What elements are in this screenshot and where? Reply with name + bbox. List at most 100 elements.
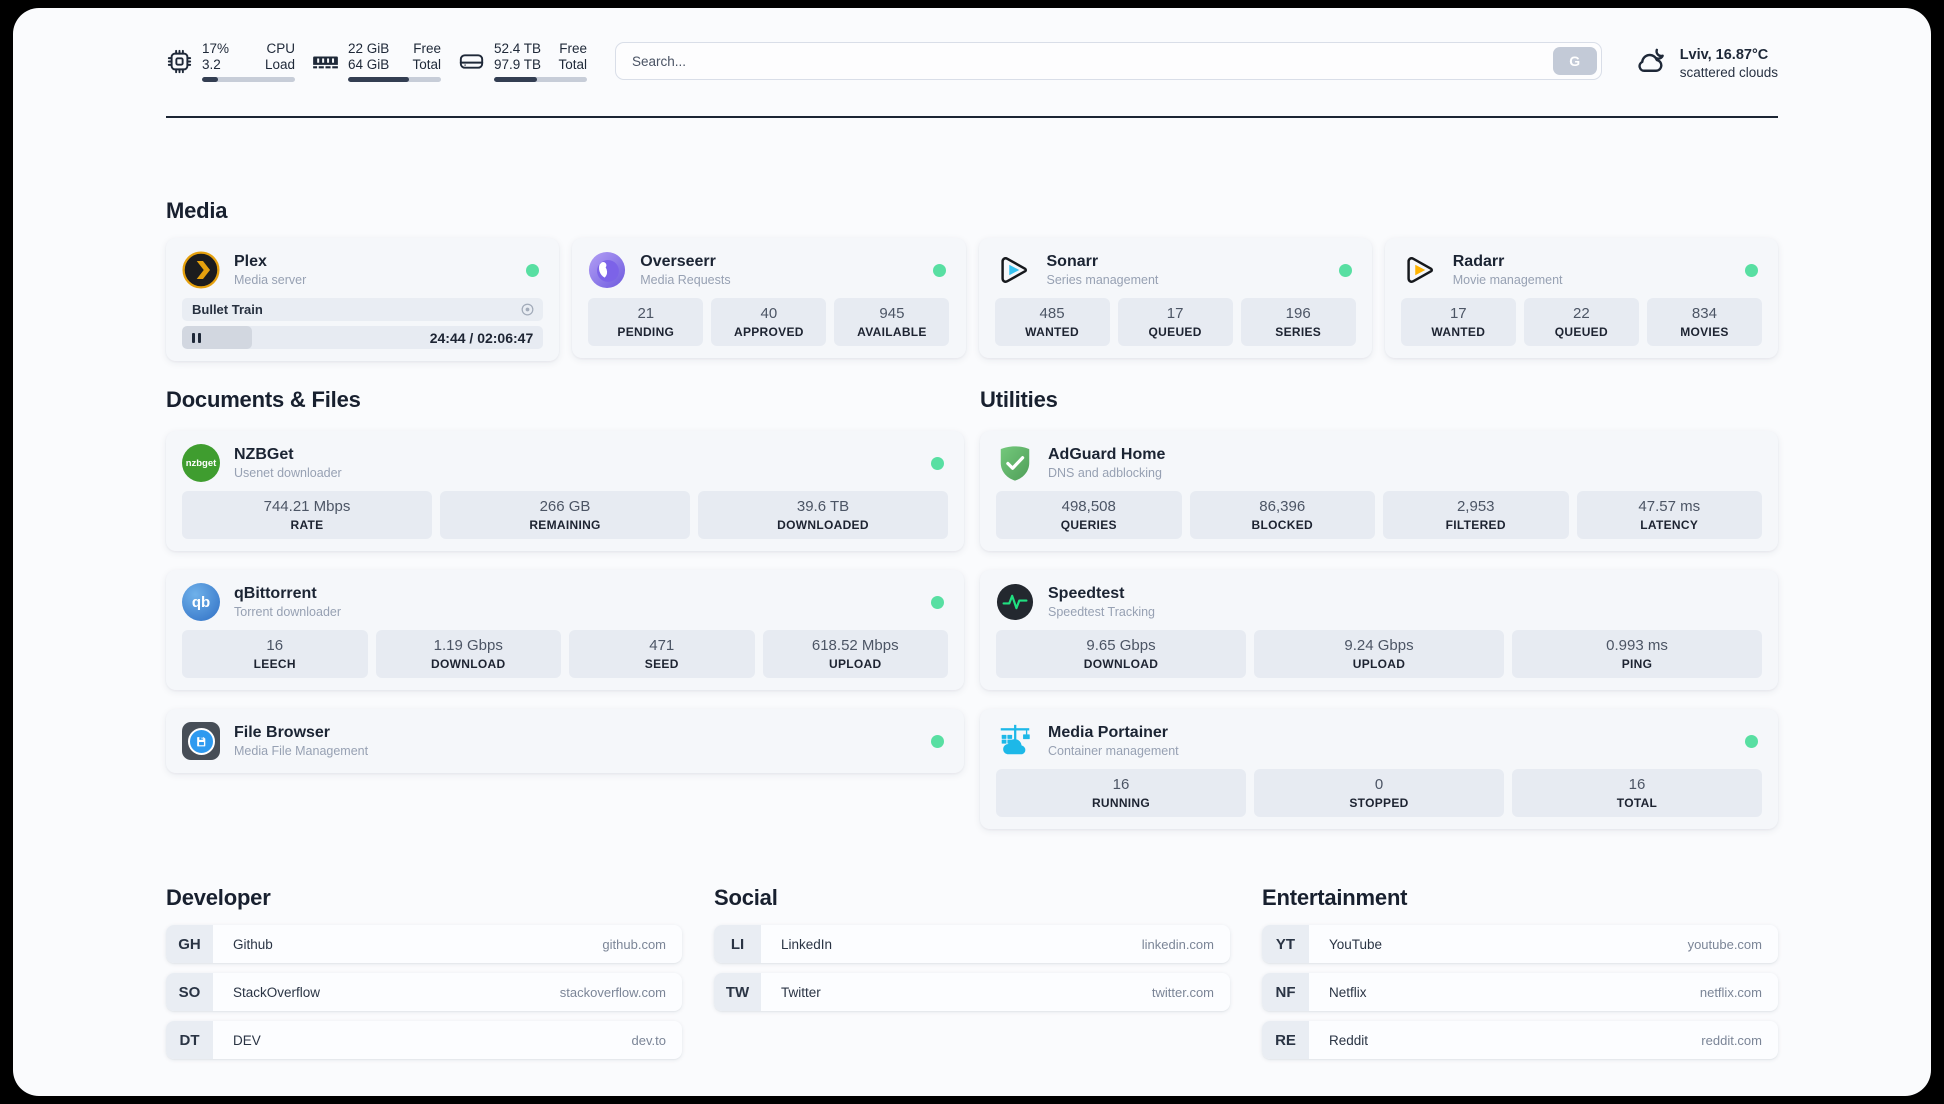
stat-remaining: 266 GB REMAINING <box>440 491 690 539</box>
qbittorrent-icon: qb <box>182 583 220 621</box>
cloud-icon <box>1634 43 1670 84</box>
stat-label: REMAINING <box>529 518 601 532</box>
weather-location-temp: Lviv, 16.87°C <box>1679 47 1769 63</box>
cpu-stat: 17% CPU 3.2 Load <box>166 41 295 82</box>
stat-wanted: 17 WANTED <box>1400 298 1516 346</box>
link-name: Netflix <box>1329 984 1367 1000</box>
section-title-media: Media <box>166 198 228 223</box>
section-title-developer: Developer <box>166 885 271 910</box>
app-card-portainer[interactable]: Media Portainer Container management 16 … <box>980 709 1778 829</box>
app-title: AdGuard Home <box>1048 446 1166 463</box>
stat-value: 0.993 ms <box>1606 637 1668 654</box>
stat-label: RUNNING <box>1091 796 1151 810</box>
stat-label: WANTED <box>1025 325 1079 339</box>
overseerr-icon <box>588 251 626 289</box>
stat-label: UPLOAD <box>1352 657 1406 671</box>
stat-label: QUERIES <box>1060 518 1117 532</box>
stat-total: 16 TOTAL <box>1512 769 1762 817</box>
app-card-speedtest[interactable]: Speedtest Speedtest Tracking 9.65 Gbps D… <box>980 570 1778 690</box>
stat-label: QUEUED <box>1554 325 1608 339</box>
link-url: linkedin.com <box>1141 936 1214 952</box>
playback-bar: 24:44 / 02:06:47 <box>182 326 544 349</box>
stat-label: Load <box>264 57 295 72</box>
app-subtitle: Media server <box>234 273 307 287</box>
link-abbr: GH <box>166 925 213 963</box>
app-card-qbittorrent[interactable]: qb qBittorrent Torrent downloader 16 LEE… <box>166 570 964 690</box>
stat-queued: 22 QUEUED <box>1523 298 1639 346</box>
stat-download: 9.65 Gbps DOWNLOAD <box>996 630 1246 678</box>
app-subtitle: Usenet downloader <box>234 466 342 480</box>
status-dot <box>931 595 944 609</box>
link-row-youtube[interactable]: YT YouTube youtube.com <box>1262 925 1778 963</box>
app-card-overseerr[interactable]: Overseerr Media Requests 21 PENDING 40 A… <box>572 238 966 358</box>
stat-value: 3.2 <box>202 57 221 72</box>
stat-label: DOWNLOADED <box>777 518 869 532</box>
radarr-icon <box>1401 251 1439 289</box>
section-title-utilities: Utilities <box>980 387 1058 412</box>
app-card-filebrowser[interactable]: File Browser Media File Management <box>166 709 964 773</box>
ram-icon <box>312 48 339 75</box>
disk-stat: 52.4 TB Free 97.9 TB Total <box>458 41 587 82</box>
stat-value: 266 GB <box>539 498 591 515</box>
ram-progress-bar <box>348 77 441 82</box>
app-title: qBittorrent <box>234 585 317 602</box>
app-title: Media Portainer <box>1048 724 1169 741</box>
pause-icon[interactable] <box>192 332 201 343</box>
stat-download: 1.19 Gbps DOWNLOAD <box>375 630 561 678</box>
app-card-radarr[interactable]: Radarr Movie management 17 WANTED 22 QUE… <box>1384 238 1778 358</box>
search-input[interactable] <box>615 42 1602 80</box>
link-row-stackoverflow[interactable]: SO StackOverflow stackoverflow.com <box>166 973 682 1011</box>
top-bar: 17% CPU 3.2 Load <box>166 41 1778 89</box>
stat-label: APPROVED <box>733 325 804 339</box>
link-name: Reddit <box>1329 1032 1369 1048</box>
link-row-linkedin[interactable]: LI LinkedIn linkedin.com <box>714 925 1230 963</box>
app-card-sonarr[interactable]: Sonarr Series management 485 WANTED 17 Q… <box>978 238 1372 358</box>
app-title: Speedtest <box>1048 585 1125 602</box>
stat-value: 40 <box>760 305 778 322</box>
stat-value: 39.6 TB <box>796 498 850 515</box>
playback-time: 24:44 / 02:06:47 <box>429 329 534 346</box>
link-url: twitter.com <box>1151 984 1214 1000</box>
link-url: reddit.com <box>1701 1032 1762 1048</box>
section-documents: Documents & Files nzbget NZBGet Usenet d… <box>166 387 964 773</box>
stat-value: 9.65 Gbps <box>1086 637 1156 654</box>
adguard-icon <box>996 444 1034 482</box>
search-go-button[interactable]: G <box>1552 47 1597 75</box>
link-name: DEV <box>233 1032 261 1048</box>
stat-value: 744.21 Mbps <box>263 498 351 515</box>
filebrowser-icon <box>182 722 220 760</box>
link-row-twitter[interactable]: TW Twitter twitter.com <box>714 973 1230 1011</box>
stat-rate: 744.21 Mbps RATE <box>182 491 432 539</box>
app-subtitle: Movie management <box>1452 273 1563 287</box>
link-abbr: DT <box>166 1021 213 1059</box>
app-subtitle: Media File Management <box>234 744 369 758</box>
app-card-plex[interactable]: Plex Media server Bullet Train 24 <box>166 238 560 361</box>
link-abbr: YT <box>1262 925 1309 963</box>
section-developer: Developer GH Github github.com SO StackO… <box>166 885 682 1059</box>
stat-value: 47.57 ms <box>1638 498 1701 515</box>
link-row-github[interactable]: GH Github github.com <box>166 925 682 963</box>
stat-label: Free <box>413 41 441 56</box>
header-divider <box>166 116 1778 118</box>
stat-filtered: 2,953 FILTERED <box>1383 491 1569 539</box>
stat-pending: 21 PENDING <box>588 298 704 346</box>
stat-label: FILTERED <box>1445 518 1506 532</box>
link-row-dev[interactable]: DT DEV dev.to <box>166 1021 682 1059</box>
link-row-reddit[interactable]: RE Reddit reddit.com <box>1262 1021 1778 1059</box>
status-dot <box>1745 263 1758 277</box>
app-card-adguard[interactable]: AdGuard Home DNS and adblocking 498,508 … <box>980 431 1778 551</box>
stat-upload: 9.24 Gbps UPLOAD <box>1254 630 1504 678</box>
stat-label: LEECH <box>253 657 296 671</box>
dashboard-page: 17% CPU 3.2 Load <box>13 8 1931 1096</box>
stat-value: 16 <box>1112 776 1130 793</box>
stat-value: 618.52 Mbps <box>811 637 899 654</box>
stat-label: BLOCKED <box>1251 518 1313 532</box>
app-card-nzbget[interactable]: nzbget NZBGet Usenet downloader 744.21 M… <box>166 431 964 551</box>
stat-label: STOPPED <box>1349 796 1409 810</box>
link-row-netflix[interactable]: NF Netflix netflix.com <box>1262 973 1778 1011</box>
stat-value: 0 <box>1374 776 1384 793</box>
stat-label: SERIES <box>1275 325 1322 339</box>
session-target-icon[interactable] <box>520 302 535 317</box>
section-utilities: Utilities <box>980 387 1778 829</box>
plex-icon <box>182 251 220 289</box>
